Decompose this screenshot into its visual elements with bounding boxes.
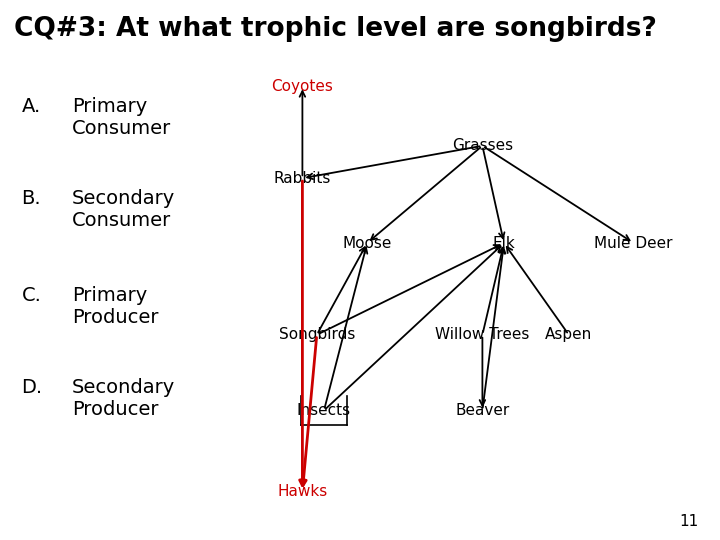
Text: Mule Deer: Mule Deer (594, 235, 673, 251)
Text: Moose: Moose (343, 235, 392, 251)
Text: Primary
Consumer: Primary Consumer (72, 97, 171, 138)
Text: C.: C. (22, 286, 42, 305)
Text: Elk: Elk (492, 235, 516, 251)
Text: Songbirds: Songbirds (279, 327, 355, 342)
Text: Secondary
Producer: Secondary Producer (72, 378, 175, 419)
Text: D.: D. (22, 378, 42, 397)
Text: CQ#3: At what trophic level are songbirds?: CQ#3: At what trophic level are songbird… (14, 16, 657, 42)
Text: Aspen: Aspen (545, 327, 593, 342)
Text: A.: A. (22, 97, 41, 116)
Text: Secondary
Consumer: Secondary Consumer (72, 189, 175, 230)
Text: Willow Trees: Willow Trees (435, 327, 530, 342)
Text: Rabbits: Rabbits (274, 171, 331, 186)
Text: B.: B. (22, 189, 41, 208)
Text: Grasses: Grasses (452, 138, 513, 153)
Text: 11: 11 (679, 514, 698, 529)
Text: Coyotes: Coyotes (271, 79, 333, 94)
Text: Primary
Producer: Primary Producer (72, 286, 158, 327)
Text: Insects: Insects (297, 403, 351, 418)
Text: Beaver: Beaver (455, 403, 510, 418)
Text: Hawks: Hawks (277, 484, 328, 499)
